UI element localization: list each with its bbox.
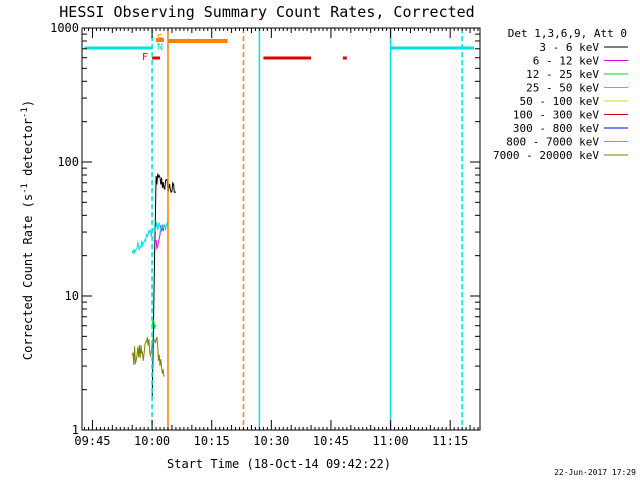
flag-label-s: S	[157, 33, 163, 44]
legend-label-4: 50 - 100 keV	[520, 95, 600, 108]
plot-frame	[81, 27, 481, 431]
flag-label-f: F	[142, 52, 148, 63]
x-tick-label-3: 10:30	[253, 434, 289, 448]
series-line-0-seg-1	[151, 173, 177, 401]
footer-timestamp: 22-Jun-2017 17:29	[554, 468, 636, 477]
flag-label-n: N	[157, 42, 163, 53]
legend-label-1: 6 - 12 keV	[533, 55, 600, 68]
x-tick-label-2: 10:15	[194, 434, 230, 448]
ylabel-end: )	[21, 100, 35, 107]
x-tick-label-0: 09:45	[74, 434, 110, 448]
legend-label-3: 25 - 50 keV	[526, 82, 599, 95]
legend-label-2: 12 - 25 keV	[526, 68, 599, 81]
legend-title: Det 1,3,6,9, Att 0	[508, 27, 627, 40]
y-tick-label-2: 100	[57, 155, 79, 169]
x-tick-label-1: 10:00	[134, 434, 170, 448]
ylabel-mid: detector	[21, 118, 35, 183]
legend-label-5: 100 - 300 keV	[513, 109, 599, 122]
y-axis-label: Corrected Count Rate (s-1 detector-1)	[20, 100, 35, 360]
svg-text:Corrected Count Rate (s-1 dete: Corrected Count Rate (s-1 detector-1)	[20, 100, 35, 360]
legend-label-8: 7000 - 20000 keV	[493, 149, 599, 162]
x-tick-label-4: 10:45	[313, 434, 349, 448]
x-axis-label: Start Time (18-Oct-14 09:42:22)	[167, 457, 391, 471]
axes: 1 10 100 1000 09:45 10:00 10:15 10:30 10:45 11:00…	[50, 21, 481, 448]
legend-label-6: 300 - 800 keV	[513, 122, 599, 135]
chart-title: HESSI Observing Summary Count Rates, Cor…	[59, 3, 474, 21]
y-tick-label-3: 1000	[50, 21, 79, 35]
plot-area: SNF	[84, 28, 475, 430]
legend-label-0: 3 - 6 keV	[539, 41, 599, 54]
series-line-3-seg-1	[131, 220, 169, 255]
ylabel-sup2: -1	[20, 107, 30, 118]
legend-label-7: 800 - 7000 keV	[506, 136, 599, 149]
x-tick-label-5: 11:00	[373, 434, 409, 448]
x-tick-label-6: 11:15	[432, 434, 468, 448]
series-line-8-seg-1	[131, 336, 165, 377]
y-tick-label-1: 10	[65, 289, 79, 303]
ylabel-sup1: -1	[20, 183, 30, 194]
y-tick-label-0: 1	[72, 423, 79, 437]
ylabel-main: Corrected Count Rate (s	[21, 194, 35, 360]
